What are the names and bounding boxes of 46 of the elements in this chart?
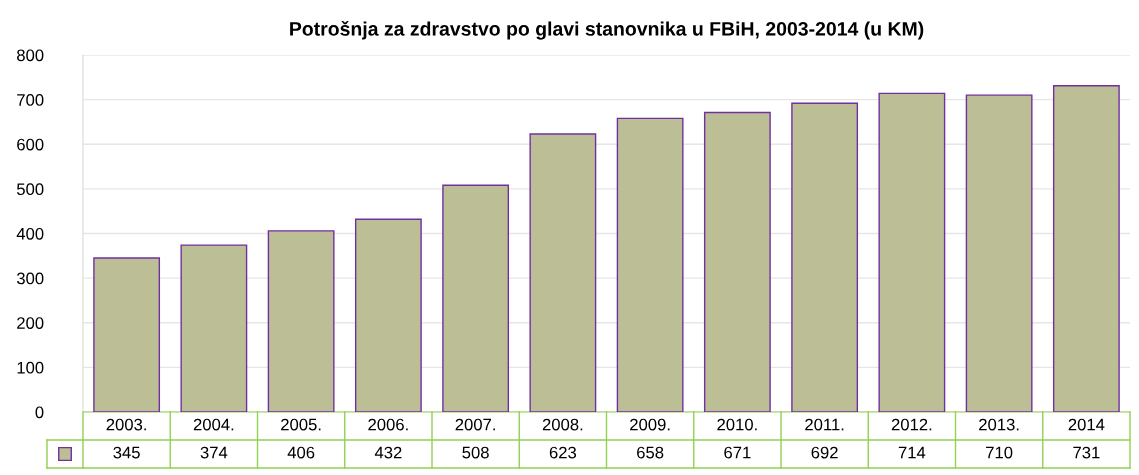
y-tick-label: 400 [16,227,44,240]
x-tick-label: 2013. [979,418,1019,431]
data-label: 714 [898,446,926,459]
y-tick-label: 700 [17,94,44,106]
data-label: 432 [374,446,402,459]
data-label: 692 [811,446,838,459]
bar [703,111,771,412]
bar [180,244,248,412]
x-tick-label: 2011. [805,418,844,431]
x-tick-label: 2007. [455,418,495,431]
x-tick-label: 2004. [193,418,234,431]
data-label: 374 [200,446,228,459]
data-label: 658 [637,446,664,459]
bar [791,102,859,412]
y-tick-label: 100 [17,361,44,374]
y-tick-label: 200 [17,317,44,329]
bar [529,133,597,412]
x-tick-label: 2006. [368,418,408,431]
bar [1052,85,1120,412]
data-label: 710 [986,446,1013,459]
x-tick-label: 2008. [542,418,583,431]
data-label: 345 [113,446,140,459]
x-tick-label: 2005. [281,418,321,431]
bar [442,184,510,412]
x-tick-label: 2003. [106,418,146,431]
data-label: 731 [1073,446,1100,459]
bar [965,94,1033,412]
bar [616,117,684,412]
x-tick-label: 2010. [717,418,757,431]
data-label: 508 [462,446,489,459]
y-tick-label: 800 [17,49,44,62]
y-tick-label: 600 [17,138,44,151]
x-tick-label: 2009. [630,418,670,431]
data-label: 671 [724,446,751,459]
data-label: 406 [287,446,315,459]
bar [93,257,161,412]
x-tick-label: 2014 [1068,418,1105,431]
y-tick-label: 0 [35,406,44,419]
y-tick-label: 500 [16,183,44,196]
bar [878,92,946,412]
bar [267,230,335,412]
bar [354,218,422,412]
chart-title: Potrošnja za zdravstvo po glavi stanovnika u FBiH, 2003-2014 (u KM) [290,21,924,40]
y-tick-label: 300 [16,272,44,285]
data-label: 623 [549,446,577,459]
x-tick-label: 2012. [891,418,932,431]
